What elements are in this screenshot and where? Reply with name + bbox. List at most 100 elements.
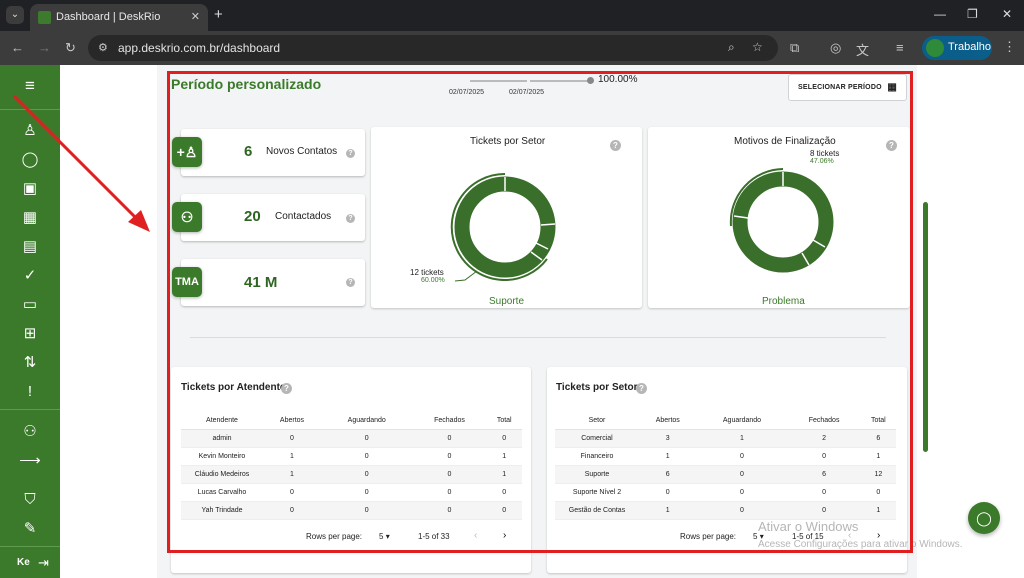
next-page-icon[interactable]: › bbox=[503, 530, 507, 541]
menu-icon[interactable]: ≡ bbox=[25, 76, 35, 95]
pagination-range: 1-5 of 33 bbox=[418, 532, 450, 541]
help-icon[interactable]: ? bbox=[610, 140, 621, 151]
translate-icon[interactable]: 文 bbox=[856, 43, 870, 58]
donut-sep bbox=[530, 251, 543, 261]
restore-icon[interactable]: ❐ bbox=[967, 7, 978, 21]
rows-per-page-select[interactable]: 5 ▾ bbox=[379, 532, 390, 541]
chart-title: Motivos de Finalização bbox=[734, 136, 836, 147]
sidebar: ≡ ♙ ◯ ▣ ▦ ▤ ✓ ▭ ⊞ ⇅ ! ⚇ ⟶ ⛉ ✎ Ke ⇥ bbox=[0, 65, 60, 578]
cell: 0 bbox=[320, 447, 413, 466]
col-header[interactable]: Aguardando bbox=[320, 412, 413, 430]
rows-per-page-select[interactable]: 5 ▾ bbox=[753, 532, 764, 541]
donut-chart-motivos bbox=[729, 168, 834, 273]
col-header[interactable]: Total bbox=[860, 412, 896, 430]
help-icon[interactable]: ? bbox=[636, 383, 647, 394]
help-icon[interactable]: ? bbox=[886, 140, 897, 151]
site-info-icon[interactable]: ⚙ bbox=[98, 42, 108, 54]
reading-list-icon[interactable]: ≡ bbox=[896, 40, 904, 55]
edit-icon[interactable]: ✎ bbox=[23, 520, 37, 537]
cell: 6 bbox=[639, 465, 697, 484]
add-contact-icon: +♙ bbox=[172, 137, 202, 167]
col-header[interactable]: Setor bbox=[555, 412, 639, 430]
tab-search-icon[interactable]: ⌄ bbox=[6, 6, 24, 24]
help-icon[interactable]: ? bbox=[346, 214, 355, 223]
flow-icon[interactable]: ⇅ bbox=[23, 354, 37, 371]
rows-per-page-label: Rows per page: bbox=[306, 532, 363, 541]
donut-sep bbox=[535, 242, 549, 250]
col-header[interactable]: Aguardando bbox=[696, 412, 788, 430]
card-tickets-por-setor-table: Tickets por Setor ? Setor Abertos Aguard… bbox=[547, 367, 907, 573]
dashboard-grid-icon[interactable]: ▦ bbox=[22, 209, 38, 226]
user-icon[interactable]: ♙ bbox=[23, 122, 37, 139]
new-tab-icon[interactable]: + bbox=[214, 6, 223, 23]
dropdown-arrow-icon: ▾ bbox=[759, 532, 764, 541]
cell: 0 bbox=[263, 429, 321, 448]
profile-button[interactable]: Trabalho bbox=[922, 36, 992, 60]
message-plus-icon[interactable]: ⊞ bbox=[23, 325, 37, 342]
back-icon[interactable]: ← bbox=[11, 40, 24, 55]
reload-icon[interactable]: ↻ bbox=[65, 40, 76, 55]
contact-card-icon[interactable]: ▣ bbox=[22, 180, 38, 197]
col-header[interactable]: Fechados bbox=[787, 412, 861, 430]
slider-handle[interactable] bbox=[587, 77, 594, 84]
cell: 0 bbox=[320, 501, 413, 520]
cell: Yah Trindade bbox=[181, 501, 263, 520]
table-row: Comercial 3 1 2 6 bbox=[555, 429, 896, 448]
next-page-icon[interactable]: › bbox=[877, 530, 881, 541]
shield-icon[interactable]: ⛉ bbox=[24, 491, 36, 508]
col-header[interactable]: Abertos bbox=[639, 412, 697, 430]
profile-name: Trabalho bbox=[948, 41, 992, 53]
cell: 0 bbox=[787, 483, 861, 502]
logout-icon[interactable]: ⇥ bbox=[38, 555, 49, 570]
cell: 2 bbox=[787, 429, 861, 448]
stat-value: 20 bbox=[244, 208, 261, 225]
help-icon[interactable]: ? bbox=[346, 278, 355, 287]
col-header[interactable]: Abertos bbox=[263, 412, 321, 430]
donut-sep bbox=[540, 223, 556, 226]
col-header[interactable]: Total bbox=[486, 412, 522, 430]
prev-page-icon[interactable]: ‹ bbox=[848, 530, 852, 541]
select-period-button[interactable]: SELECIONAR PERÍODO ▦ bbox=[788, 74, 907, 101]
forward-icon[interactable]: → bbox=[38, 40, 51, 55]
cell: 6 bbox=[860, 429, 896, 448]
date-slider[interactable] bbox=[470, 80, 590, 82]
chat-button[interactable]: ◯ bbox=[968, 502, 1000, 534]
alert-message-icon[interactable]: ! bbox=[27, 383, 33, 400]
cell: Lucas Carvalho bbox=[181, 483, 263, 502]
prev-page-icon[interactable]: ‹ bbox=[474, 530, 478, 541]
more-menu-icon[interactable]: ⋮ bbox=[1003, 39, 1016, 54]
check-circle-icon[interactable]: ✓ bbox=[23, 267, 37, 284]
users-icon[interactable]: ⚇ bbox=[23, 423, 37, 440]
col-header[interactable]: Fechados bbox=[412, 412, 487, 430]
slider-percent: 100.00% bbox=[598, 74, 638, 85]
card-tickets-por-atendente: Tickets por Atendente ? Atendente Aberto… bbox=[171, 367, 531, 573]
arrow-right-icon[interactable]: ⟶ bbox=[19, 452, 41, 469]
stat-card-tma: 41 M ? bbox=[181, 259, 365, 306]
donut-sep bbox=[801, 252, 810, 266]
help-icon[interactable]: ? bbox=[346, 149, 355, 158]
cell: 0 bbox=[320, 483, 413, 502]
cell: 0 bbox=[787, 501, 861, 520]
donut-label-count: 8 tickets bbox=[810, 149, 840, 158]
donut-label-percent: 60.00% bbox=[421, 277, 445, 284]
browser-tab[interactable]: Dashboard | DeskRio ✕ bbox=[30, 4, 208, 31]
scrollbar-thumb[interactable] bbox=[923, 202, 928, 452]
zoom-icon[interactable]: ⌕ bbox=[728, 40, 735, 54]
help-icon[interactable]: ? bbox=[281, 383, 292, 394]
extensions-icon[interactable]: ⧉ bbox=[790, 40, 800, 55]
chat-icon[interactable]: ◯ bbox=[21, 151, 39, 168]
cell: 1 bbox=[639, 447, 697, 466]
close-window-icon[interactable]: ✕ bbox=[1002, 7, 1013, 21]
minimize-icon[interactable]: — bbox=[934, 7, 946, 21]
bookmark-star-icon[interactable]: ☆ bbox=[752, 40, 763, 54]
address-bar[interactable]: ⚙ app.deskrio.com.br/dashboard ⌕ ☆ bbox=[88, 35, 778, 61]
table-header-row: Setor Abertos Aguardando Fechados Total bbox=[555, 412, 896, 430]
close-tab-icon[interactable]: ✕ bbox=[190, 11, 200, 23]
col-header[interactable]: Atendente bbox=[181, 412, 263, 430]
slider-gap bbox=[527, 79, 530, 83]
kanban-icon[interactable]: ▤ bbox=[22, 238, 38, 255]
incognito-icon[interactable]: ◎ bbox=[830, 40, 842, 55]
stat-value: 41 M bbox=[244, 274, 278, 291]
calendar-icon[interactable]: ▭ bbox=[22, 296, 38, 313]
stat-value: 6 bbox=[244, 143, 253, 160]
